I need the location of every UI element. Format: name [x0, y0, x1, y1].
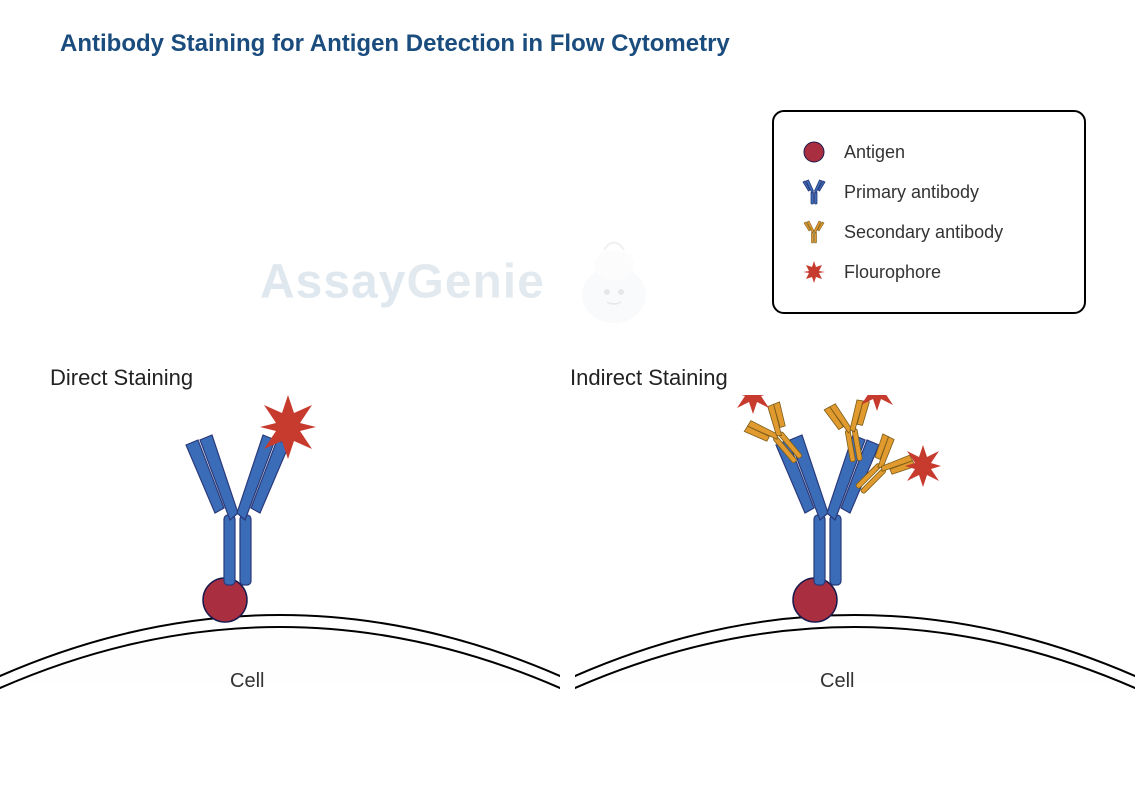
primary-antibody-icon: [794, 177, 834, 207]
legend-item-secondary: Secondary antibody: [794, 217, 1064, 247]
diagram-title: Antibody Staining for Antigen Detection …: [60, 30, 730, 58]
fluorophore-icon: [794, 257, 834, 287]
antigen-icon: [794, 137, 834, 167]
secondary-antibody-icon: [794, 217, 834, 247]
direct-staining-label: Direct Staining: [50, 365, 193, 391]
genie-mascot-icon: [559, 230, 669, 340]
legend-label-fluorophore: Flourophore: [844, 262, 941, 283]
indirect-staining-label: Indirect Staining: [570, 365, 728, 391]
watermark-assay: Assay: [260, 256, 406, 309]
legend-item-primary: Primary antibody: [794, 177, 1064, 207]
legend-label-primary: Primary antibody: [844, 182, 979, 203]
legend-item-antigen: Antigen: [794, 137, 1064, 167]
watermark: AssayGenie: [260, 230, 669, 340]
direct-cell-label: Cell: [230, 670, 264, 693]
legend-item-fluorophore: Flourophore: [794, 257, 1064, 287]
legend-label-secondary: Secondary antibody: [844, 222, 1003, 243]
legend-box: Antigen Primary antibody: [772, 110, 1086, 314]
direct-staining-diagram: Cell: [0, 395, 560, 795]
indirect-staining-diagram: Cell: [575, 395, 1135, 795]
indirect-cell-label: Cell: [820, 670, 854, 693]
legend-label-antigen: Antigen: [844, 142, 905, 163]
watermark-genie: Genie: [406, 256, 544, 309]
